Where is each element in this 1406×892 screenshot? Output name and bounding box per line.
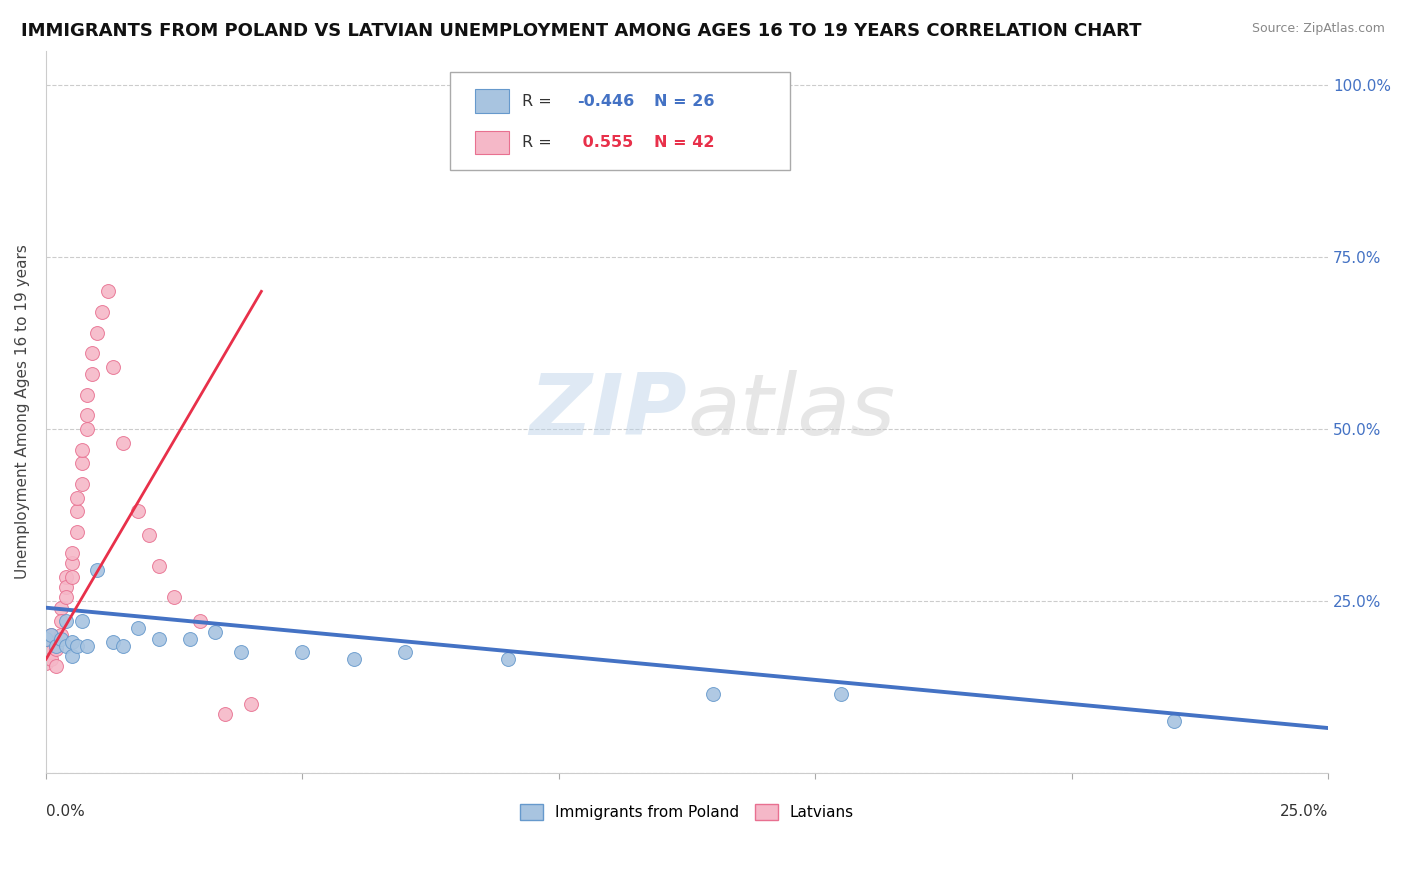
Text: N = 26: N = 26 xyxy=(654,94,714,109)
Point xyxy=(60,648,83,663)
Point xyxy=(1163,714,1185,728)
Point xyxy=(51,600,73,615)
FancyBboxPatch shape xyxy=(475,131,509,154)
Legend: Immigrants from Poland, Latvians: Immigrants from Poland, Latvians xyxy=(515,798,860,827)
Point xyxy=(60,635,83,649)
Point xyxy=(70,456,93,470)
Point xyxy=(101,359,124,374)
Point xyxy=(70,442,93,457)
Point xyxy=(179,632,201,646)
Point xyxy=(204,624,226,639)
Point xyxy=(82,346,104,360)
Point xyxy=(60,570,83,584)
Text: -0.446: -0.446 xyxy=(576,94,634,109)
Point xyxy=(55,639,77,653)
Text: Source: ZipAtlas.com: Source: ZipAtlas.com xyxy=(1251,22,1385,36)
Point xyxy=(148,559,170,574)
Point xyxy=(101,635,124,649)
Point xyxy=(229,645,252,659)
Point xyxy=(240,697,263,711)
Point xyxy=(291,645,314,659)
Point xyxy=(214,707,236,722)
Point xyxy=(76,422,98,436)
Point xyxy=(76,639,98,653)
Point xyxy=(70,477,93,491)
Text: 25.0%: 25.0% xyxy=(1279,804,1329,819)
Point xyxy=(45,635,67,649)
Point xyxy=(111,639,134,653)
Point xyxy=(66,504,89,518)
Text: 0.555: 0.555 xyxy=(576,136,633,151)
Point xyxy=(45,642,67,657)
Point xyxy=(82,367,104,381)
Text: R =: R = xyxy=(522,136,557,151)
Point xyxy=(343,652,366,666)
Point xyxy=(39,652,62,666)
Point xyxy=(51,628,73,642)
Point xyxy=(702,687,724,701)
Point xyxy=(830,687,852,701)
Point xyxy=(39,645,62,659)
Text: 0.0%: 0.0% xyxy=(46,804,84,819)
Point xyxy=(127,504,149,518)
Y-axis label: Unemployment Among Ages 16 to 19 years: Unemployment Among Ages 16 to 19 years xyxy=(15,244,30,579)
Point xyxy=(96,285,118,299)
Point xyxy=(45,639,67,653)
Point xyxy=(35,648,58,663)
Point xyxy=(496,652,519,666)
Point xyxy=(39,628,62,642)
Point xyxy=(188,615,211,629)
Point xyxy=(66,491,89,505)
Point xyxy=(138,528,160,542)
Point xyxy=(55,615,77,629)
Text: IMMIGRANTS FROM POLAND VS LATVIAN UNEMPLOYMENT AMONG AGES 16 TO 19 YEARS CORRELA: IMMIGRANTS FROM POLAND VS LATVIAN UNEMPL… xyxy=(21,22,1142,40)
Text: atlas: atlas xyxy=(688,370,896,453)
Point xyxy=(39,628,62,642)
Point xyxy=(60,556,83,570)
Point xyxy=(35,639,58,653)
Point xyxy=(148,632,170,646)
Point xyxy=(86,563,108,577)
Point xyxy=(163,591,186,605)
Point xyxy=(35,656,58,670)
Point xyxy=(76,387,98,401)
Point xyxy=(55,570,77,584)
Text: ZIP: ZIP xyxy=(530,370,688,453)
Point xyxy=(55,591,77,605)
Point xyxy=(76,408,98,422)
Point xyxy=(394,645,416,659)
FancyBboxPatch shape xyxy=(450,72,790,169)
Point xyxy=(91,305,114,319)
Point xyxy=(51,632,73,646)
Point xyxy=(127,621,149,635)
Point xyxy=(35,632,58,646)
Point xyxy=(51,615,73,629)
Text: R =: R = xyxy=(522,94,557,109)
Point xyxy=(55,580,77,594)
Point xyxy=(60,546,83,560)
Text: N = 42: N = 42 xyxy=(654,136,714,151)
Point xyxy=(111,435,134,450)
Point xyxy=(66,639,89,653)
Point xyxy=(70,615,93,629)
Point xyxy=(39,639,62,653)
Point xyxy=(86,326,108,340)
Point xyxy=(45,659,67,673)
Point xyxy=(66,524,89,539)
FancyBboxPatch shape xyxy=(475,89,509,113)
